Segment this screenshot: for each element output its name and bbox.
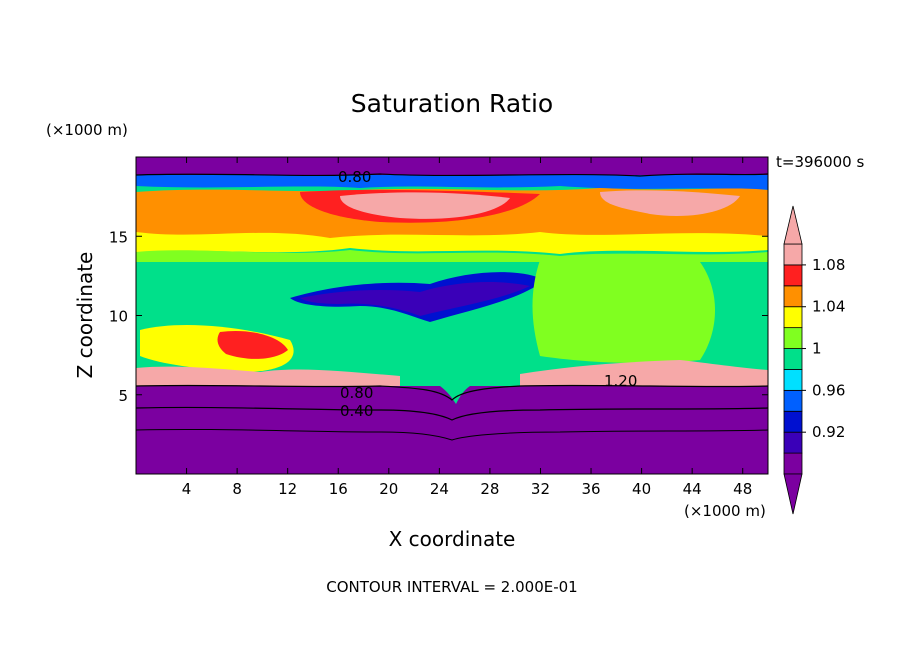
- time-label: t=396000 s: [776, 153, 864, 171]
- upper-pink-patch-right: [600, 190, 740, 216]
- contour-line-040: [136, 406, 768, 421]
- y-axis-label: Z coordinate: [73, 252, 97, 379]
- colorbar-extend-bottom: [783, 473, 803, 515]
- x-tick-label: 40: [632, 480, 651, 498]
- x-tick-label: 48: [733, 480, 752, 498]
- contour-line-low: [136, 428, 768, 441]
- colorbar-swatch: [783, 410, 803, 433]
- colorbar-swatch: [783, 431, 803, 454]
- contour-interval-note: CONTOUR INTERVAL = 2.000E-01: [326, 578, 577, 596]
- x-tick-label: 36: [581, 480, 600, 498]
- y-tick-label: 5: [118, 387, 128, 405]
- x-tick-label: 16: [329, 480, 348, 498]
- x-axis-label: X coordinate: [389, 527, 516, 551]
- colorbar-swatch: [783, 306, 803, 329]
- y-unit-label: (×1000 m): [46, 121, 128, 139]
- colorbar-tick-label: 1.08: [812, 256, 845, 274]
- x-tick-label: 4: [182, 480, 192, 498]
- colorbar-swatch: [783, 243, 803, 266]
- x-unit-label: (×1000 m): [684, 502, 766, 520]
- top-dry-layer: [136, 157, 768, 175]
- upper-pink-patch: [340, 192, 510, 219]
- x-tick-label: 28: [480, 480, 499, 498]
- colorbar-tick-label: 0.92: [812, 423, 845, 441]
- colorbar-tick-label: 1: [812, 340, 822, 358]
- x-tick-label: 44: [683, 480, 702, 498]
- colorbar-swatch: [783, 389, 803, 412]
- colorbar-swatch: [783, 452, 803, 475]
- cloud-base-layer: [136, 366, 400, 386]
- y-axis: 5 10 15: [109, 228, 768, 405]
- contour-label-080: 0.80: [340, 384, 373, 402]
- contour-label-040: 0.40: [340, 402, 373, 420]
- plot-field: [136, 157, 768, 474]
- colorbar-swatch: [783, 348, 803, 370]
- colorbar-swatch: [783, 285, 803, 308]
- y-tick-label: 15: [109, 228, 128, 246]
- colorbar-extend-top: [783, 205, 803, 245]
- contour-label-120: 1.20: [604, 372, 637, 390]
- contour-label-top: 0.80: [338, 168, 371, 186]
- colorbar-swatch: [783, 327, 803, 349]
- x-tick-label: 8: [232, 480, 242, 498]
- x-axis: 4 8 12 16 20 24 28 32 36 40 44 48: [182, 157, 752, 498]
- upper-yellow-layer: [136, 232, 768, 254]
- colorbar: 0.92 0.96 1 1.04 1.08: [783, 205, 845, 515]
- colorbar-swatch: [783, 369, 803, 391]
- colorbar-tick-label: 1.04: [812, 298, 845, 316]
- x-tick-label: 12: [278, 480, 297, 498]
- colorbar-swatch: [783, 264, 803, 287]
- colorbar-tick-label: 0.96: [812, 381, 845, 399]
- x-tick-label: 32: [531, 480, 550, 498]
- chart-title: Saturation Ratio: [351, 89, 553, 118]
- contour-line-upper: [136, 173, 768, 177]
- mid-dry-core: [300, 282, 530, 316]
- lower-dry-layer: [136, 386, 768, 474]
- lower-left-red: [217, 330, 288, 359]
- top-blue-layer: [136, 175, 768, 190]
- y-tick-label: 10: [109, 308, 128, 326]
- right-light-green: [532, 254, 715, 363]
- contour-line-080: [136, 384, 768, 401]
- x-tick-label: 24: [430, 480, 449, 498]
- x-tick-label: 20: [379, 480, 398, 498]
- cloud-base-layer-right: [520, 360, 768, 386]
